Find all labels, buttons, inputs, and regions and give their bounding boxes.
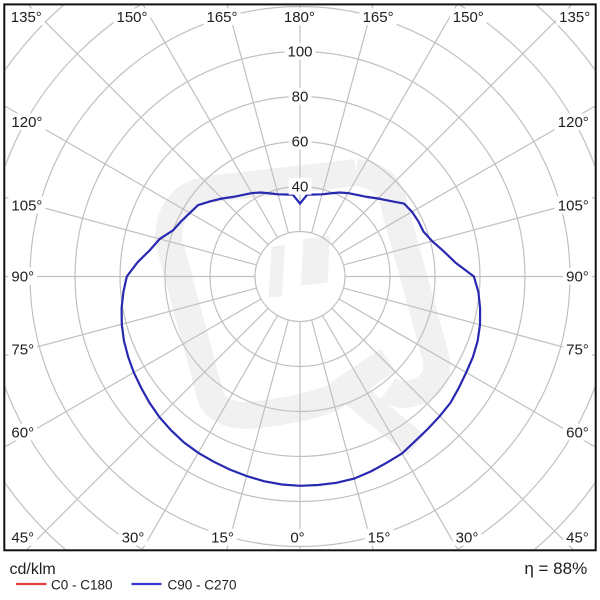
svg-text:15°: 15° — [211, 529, 234, 546]
svg-text:60°: 60° — [11, 424, 34, 441]
svg-text:60: 60 — [292, 133, 309, 150]
svg-text:90°: 90° — [566, 268, 589, 285]
svg-text:105°: 105° — [558, 197, 589, 214]
svg-text:135°: 135° — [11, 9, 42, 26]
svg-text:45°: 45° — [11, 529, 34, 546]
svg-text:165°: 165° — [363, 9, 394, 26]
svg-text:30°: 30° — [122, 529, 145, 546]
svg-text:120°: 120° — [558, 114, 589, 131]
svg-text:C0 - C180: C0 - C180 — [51, 578, 113, 593]
svg-text:105°: 105° — [11, 197, 42, 214]
svg-text:0°: 0° — [290, 529, 304, 546]
svg-text:cd/klm: cd/klm — [10, 561, 56, 578]
svg-text:150°: 150° — [453, 9, 484, 26]
svg-text:120°: 120° — [11, 114, 42, 131]
svg-text:90°: 90° — [11, 268, 34, 285]
svg-text:45°: 45° — [566, 529, 589, 546]
svg-text:135°: 135° — [559, 9, 590, 26]
svg-text:75°: 75° — [566, 341, 589, 358]
svg-text:180°: 180° — [284, 9, 315, 26]
svg-text:165°: 165° — [206, 9, 237, 26]
svg-text:80: 80 — [292, 88, 309, 105]
svg-text:40: 40 — [292, 178, 309, 195]
svg-text:100: 100 — [287, 43, 312, 60]
svg-text:75°: 75° — [11, 341, 34, 358]
svg-text:60°: 60° — [566, 424, 589, 441]
svg-text:30°: 30° — [456, 529, 479, 546]
svg-text:150°: 150° — [116, 9, 147, 26]
svg-text:15°: 15° — [368, 529, 391, 546]
svg-text:η = 88%: η = 88% — [524, 559, 587, 578]
svg-text:C90 - C270: C90 - C270 — [168, 578, 237, 593]
